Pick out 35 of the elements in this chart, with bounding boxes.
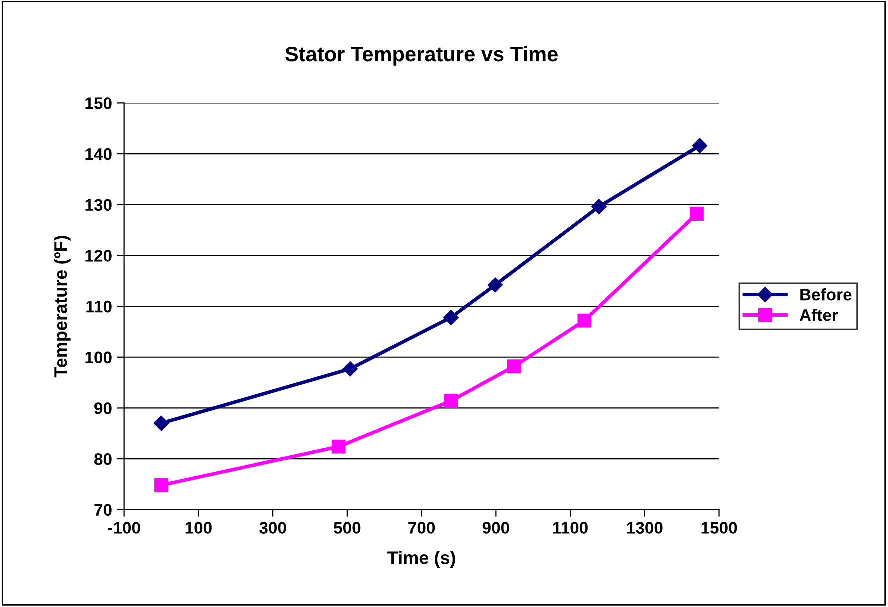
x-tick-label: 500 — [334, 522, 361, 534]
x-tick-label: 1500 — [702, 522, 738, 534]
y-tick-label: 70 — [94, 504, 112, 516]
point — [154, 478, 168, 492]
x-tick-label: 900 — [482, 522, 510, 534]
point — [507, 360, 522, 374]
x-tick-label: 300 — [260, 522, 286, 534]
point — [578, 314, 592, 328]
x-axis-title: Time (s) — [388, 551, 456, 568]
point — [154, 416, 170, 432]
point — [444, 310, 459, 326]
y-tick-label: 140 — [86, 148, 112, 160]
y-axis-title: Temperature (ºF) — [54, 236, 71, 378]
y-tick-label: 100 — [86, 352, 112, 364]
point — [332, 440, 346, 454]
x-tick-label: 100 — [186, 522, 212, 534]
y-tick-label: 90 — [94, 402, 112, 414]
y-tick-label: 80 — [94, 453, 112, 466]
point — [592, 199, 607, 214]
point — [444, 394, 458, 408]
point — [342, 361, 358, 377]
y-tick-label: 150 — [86, 98, 112, 110]
point — [690, 207, 704, 221]
x-tick-label: 1300 — [627, 522, 663, 534]
y-tick-label: 130 — [86, 199, 112, 212]
legend-label: After — [800, 309, 838, 322]
chart-title: Stator Temperature vs Time — [286, 46, 558, 66]
x-tick-label: 700 — [408, 522, 436, 534]
y-tick-label: 120 — [86, 250, 112, 262]
point — [488, 278, 503, 293]
y-tick-label: 110 — [86, 300, 112, 313]
point — [692, 138, 708, 154]
x-tick-label: 1100 — [554, 522, 588, 534]
legend-label: Before — [800, 288, 852, 301]
x-tick-label: -100 — [108, 522, 140, 534]
